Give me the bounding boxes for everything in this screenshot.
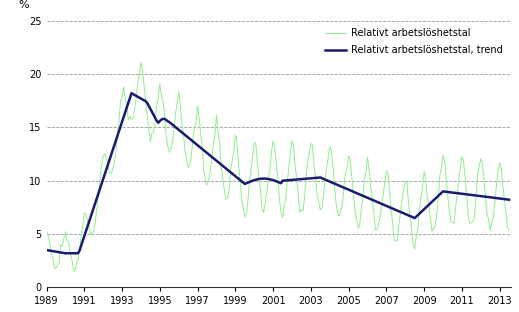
- Relativt arbetslöshetstal: [303, 174, 309, 178]
- Relativt arbetslöshetstal: [506, 228, 512, 232]
- Legend: Relativt arbetslöshetstal, Relativt arbetslöshetstal, trend: Relativt arbetslöshetstal, Relativt arbe…: [322, 26, 506, 58]
- Relativt arbetslöshetstal, trend: [426, 203, 432, 207]
- Relativt arbetslöshetstal: [44, 228, 50, 232]
- Relativt arbetslöshetstal, trend: [128, 91, 134, 95]
- Relativt arbetslöshetstal: [72, 270, 78, 273]
- Relativt arbetslöshetstal: [106, 171, 113, 174]
- Relativt arbetslöshetstal, trend: [44, 248, 50, 252]
- Relativt arbetslöshetstal: [256, 177, 262, 181]
- Relativt arbetslöshetstal, trend: [62, 251, 69, 255]
- Relativt arbetslöshetstal, trend: [106, 158, 113, 162]
- Relativt arbetslöshetstal: [138, 61, 144, 64]
- Y-axis label: %: %: [18, 0, 29, 10]
- Relativt arbetslöshetstal, trend: [275, 180, 281, 184]
- Relativt arbetslöshetstal: [432, 224, 438, 227]
- Line: Relativt arbetslöshetstal: Relativt arbetslöshetstal: [47, 62, 509, 271]
- Relativt arbetslöshetstal, trend: [303, 177, 309, 181]
- Relativt arbetslöshetstal, trend: [506, 198, 512, 202]
- Relativt arbetslöshetstal, trend: [432, 197, 438, 201]
- Relativt arbetslöshetstal, trend: [256, 177, 262, 181]
- Line: Relativt arbetslöshetstal, trend: Relativt arbetslöshetstal, trend: [47, 93, 509, 253]
- Relativt arbetslöshetstal: [426, 201, 432, 205]
- Relativt arbetslöshetstal: [275, 176, 281, 180]
